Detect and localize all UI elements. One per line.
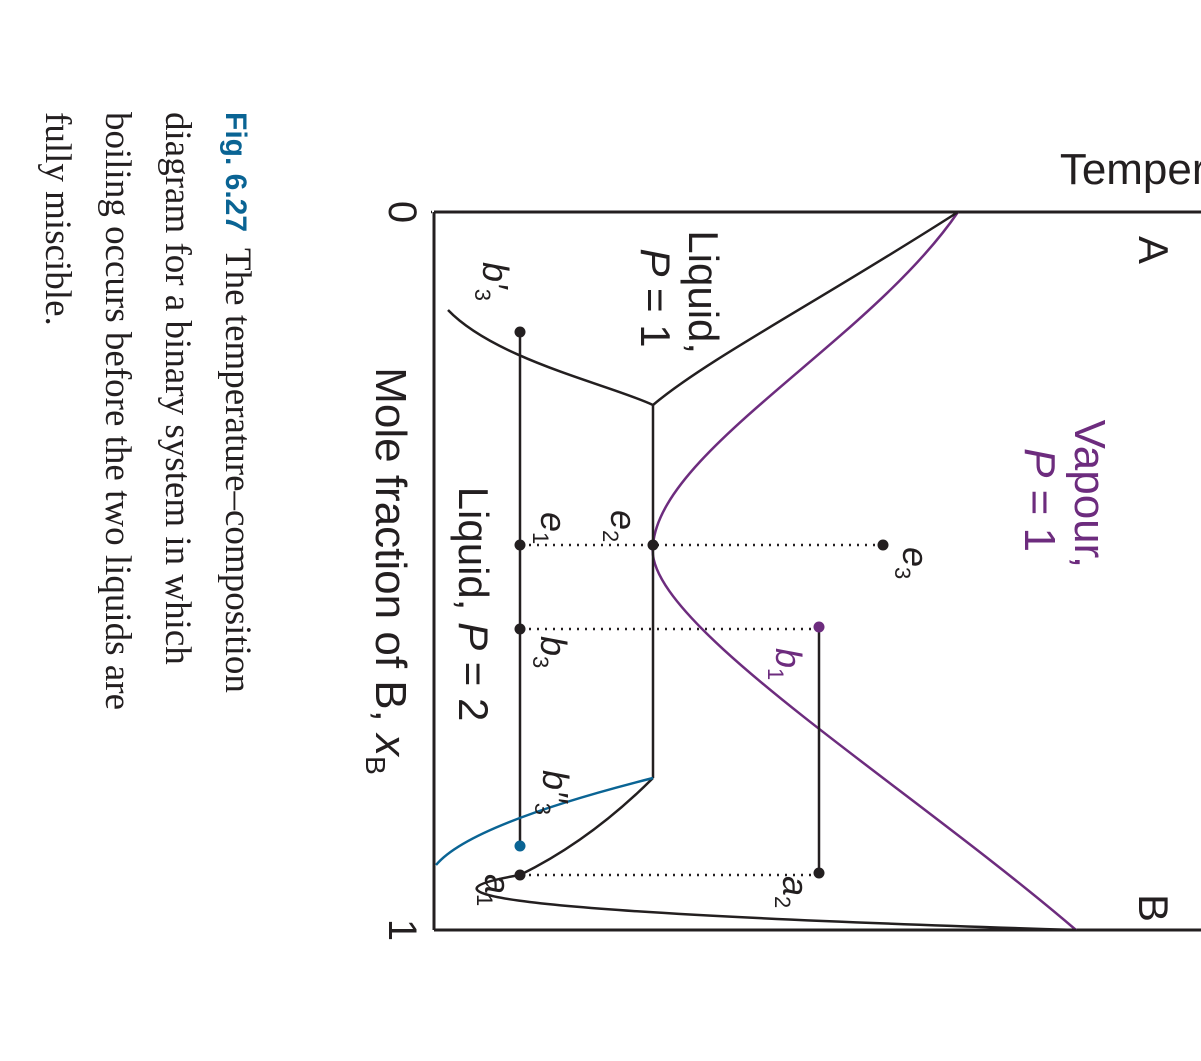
point-a2 bbox=[813, 867, 825, 879]
miscibility-right bbox=[519, 777, 654, 877]
label-a2: a2 bbox=[770, 876, 816, 908]
figure-caption: Fig. 6.27The temperature–composition dia… bbox=[37, 112, 258, 710]
vapour-curves bbox=[651, 211, 1077, 931]
label-b3: b3 bbox=[528, 636, 574, 668]
x-tick-one: 1 bbox=[380, 919, 424, 941]
region-liquid-two-label: Liquid, P = 2 bbox=[450, 487, 497, 722]
point-b3-prime bbox=[514, 326, 526, 338]
liquidus-left bbox=[652, 210, 959, 406]
rotated-figure: Temperature, T Mole fraction of B, xB 0 … bbox=[37, 112, 1201, 941]
point-b3 bbox=[514, 623, 526, 635]
x-tick-zero: 0 bbox=[380, 201, 424, 223]
miscibility-right-blue bbox=[435, 776, 654, 866]
label-e3: e3 bbox=[890, 547, 936, 579]
label-e1: e1 bbox=[528, 512, 574, 544]
caption-line-1: Fig. 6.27The temperature–composition bbox=[217, 112, 258, 693]
component-a-label: A bbox=[1130, 236, 1177, 264]
axes bbox=[432, 210, 1201, 932]
label-e2: e2 bbox=[598, 510, 644, 542]
point-e3 bbox=[877, 539, 889, 551]
temperature-axis-title: Temperature, T bbox=[1060, 145, 1201, 194]
state-points bbox=[514, 326, 889, 881]
isopleths bbox=[431, 210, 883, 877]
caption-line-3: boiling occurs before the two liquids ar… bbox=[97, 112, 138, 710]
point-a1 bbox=[514, 869, 526, 881]
label-b3-double-prime: b″3 bbox=[530, 770, 576, 815]
label-b1: b1 bbox=[763, 648, 809, 680]
region-vapour-label: Vapour, P = 1 bbox=[1015, 420, 1114, 581]
vapour-curve-right bbox=[651, 544, 1077, 931]
component-b-label: B bbox=[1130, 894, 1177, 922]
caption-line-2: diagram for a binary system in which bbox=[157, 112, 198, 665]
label-b3-prime: b′3 bbox=[470, 262, 516, 301]
point-b3-double-prime bbox=[514, 840, 526, 852]
point-b1 bbox=[813, 621, 825, 633]
liquid-boundaries bbox=[447, 210, 1077, 932]
liquidus-right bbox=[475, 873, 1077, 932]
point-e2 bbox=[647, 539, 659, 551]
label-a1: a1 bbox=[472, 874, 518, 906]
region-liquid-one-label: Liquid, P = 1 bbox=[632, 230, 727, 365]
point-e1 bbox=[514, 539, 526, 551]
composition-axis-title: Mole fraction of B, xB bbox=[360, 367, 415, 775]
caption-line-4: fully miscible. bbox=[37, 112, 78, 326]
miscibility-left bbox=[447, 309, 654, 407]
vapour-curve-left bbox=[651, 211, 960, 546]
